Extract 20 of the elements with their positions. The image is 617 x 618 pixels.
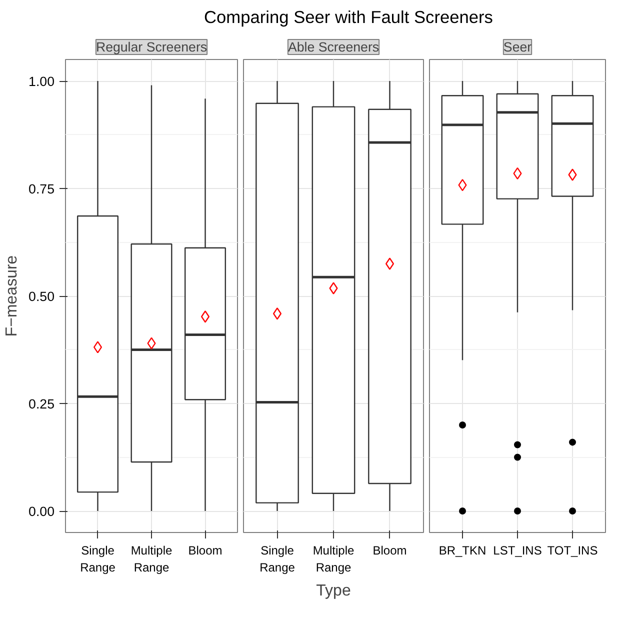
x-tick-label: Multiple Range	[130, 544, 172, 574]
y-tick-label: 0.00	[28, 504, 55, 519]
x-axis-title: Type	[316, 582, 351, 600]
chart-title: Regular Screeners	[96, 40, 208, 54]
x-tick-label: Bloom	[372, 544, 407, 558]
y-axis-title: F−measure	[4, 255, 21, 337]
y-tick-label: 0.25	[28, 396, 55, 412]
y-tick-label: 0.50	[28, 289, 55, 304]
x-tick-label: Multiple Range	[312, 544, 354, 574]
x-tick-label: Single Range	[80, 544, 116, 574]
chart-title: Seer	[503, 40, 532, 54]
x-tick-label: Bloom	[188, 544, 222, 558]
text: Comparing Seer with Fault Screeners	[204, 6, 493, 29]
x-tick-label: Single Range	[260, 544, 296, 574]
chart-title: Able Screeners	[288, 40, 380, 54]
x-tick-label: LST_INS	[493, 544, 542, 558]
y-tick-label: 0.75	[28, 182, 55, 196]
y-tick-label: 1.00	[28, 74, 55, 89]
x-tick-label: TOT_INS	[547, 544, 598, 558]
x-tick-label: BR_TKN	[438, 544, 486, 558]
